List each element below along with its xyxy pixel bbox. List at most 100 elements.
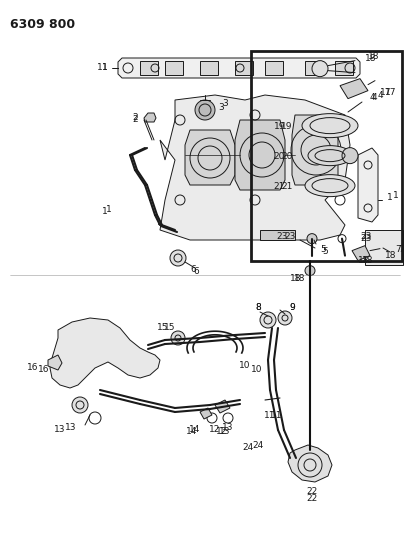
Text: 17: 17 <box>385 88 397 97</box>
Bar <box>260 230 295 240</box>
Text: 13: 13 <box>219 427 231 437</box>
Text: 4: 4 <box>372 93 378 102</box>
Ellipse shape <box>302 114 358 138</box>
Text: 18: 18 <box>368 52 379 61</box>
Text: 5: 5 <box>320 246 326 254</box>
Text: 2: 2 <box>132 114 138 123</box>
Bar <box>365 230 403 265</box>
Polygon shape <box>50 318 160 388</box>
Polygon shape <box>118 58 360 78</box>
Text: 23: 23 <box>277 232 288 241</box>
Circle shape <box>312 61 328 77</box>
Bar <box>305 61 323 75</box>
Text: 13: 13 <box>65 424 77 432</box>
Polygon shape <box>185 130 235 185</box>
Text: 1: 1 <box>106 206 112 214</box>
Text: 10: 10 <box>239 360 250 369</box>
Text: 4: 4 <box>378 92 384 101</box>
Text: 24: 24 <box>243 443 254 453</box>
Polygon shape <box>340 79 368 99</box>
Text: 21: 21 <box>274 182 285 191</box>
Circle shape <box>260 312 276 328</box>
Polygon shape <box>352 246 370 261</box>
Polygon shape <box>48 355 62 370</box>
Text: 11: 11 <box>271 410 283 419</box>
Text: 5: 5 <box>322 247 328 256</box>
Text: 18: 18 <box>358 256 370 265</box>
Text: 6: 6 <box>193 268 199 277</box>
Text: 3: 3 <box>222 100 228 109</box>
Text: 15: 15 <box>157 324 168 333</box>
Text: 18: 18 <box>362 256 373 265</box>
Circle shape <box>307 233 317 244</box>
Text: 13: 13 <box>54 425 66 434</box>
Text: 1: 1 <box>393 190 399 199</box>
Text: 1: 1 <box>102 63 108 72</box>
Text: 22: 22 <box>306 488 317 497</box>
Text: 2: 2 <box>132 116 138 125</box>
Polygon shape <box>235 120 285 190</box>
Bar <box>235 61 253 75</box>
Circle shape <box>278 311 292 325</box>
Text: 6: 6 <box>190 265 196 274</box>
Ellipse shape <box>305 175 355 197</box>
Text: 16: 16 <box>38 366 49 375</box>
Text: 16: 16 <box>27 364 38 373</box>
Circle shape <box>171 331 185 345</box>
Bar <box>165 61 183 75</box>
Text: 14: 14 <box>186 427 198 437</box>
Polygon shape <box>200 408 212 419</box>
Text: 20: 20 <box>281 152 293 161</box>
Bar <box>140 61 158 75</box>
Text: 18: 18 <box>365 54 377 63</box>
Text: 3: 3 <box>218 102 224 111</box>
Text: 8: 8 <box>255 303 261 312</box>
Text: 12: 12 <box>209 425 221 434</box>
Polygon shape <box>215 400 230 413</box>
Text: 1: 1 <box>102 207 108 216</box>
Text: 7: 7 <box>395 246 401 254</box>
Text: 7: 7 <box>398 246 404 254</box>
Text: 12: 12 <box>216 427 228 437</box>
Text: 19: 19 <box>281 122 293 131</box>
Text: 8: 8 <box>255 303 261 312</box>
Text: 1: 1 <box>387 193 393 203</box>
Bar <box>335 61 353 75</box>
Text: 13: 13 <box>222 424 234 432</box>
Text: 23: 23 <box>360 234 371 243</box>
Bar <box>265 61 283 75</box>
Bar <box>200 61 218 75</box>
Polygon shape <box>144 113 156 122</box>
Text: 22: 22 <box>306 494 317 503</box>
Text: 10: 10 <box>251 366 263 375</box>
Text: 1: 1 <box>97 63 103 72</box>
Text: 15: 15 <box>164 324 176 333</box>
Text: 18: 18 <box>385 251 397 260</box>
Polygon shape <box>358 148 378 222</box>
Polygon shape <box>288 445 332 482</box>
Text: 9: 9 <box>289 303 295 311</box>
Text: 18: 18 <box>294 274 306 283</box>
Text: 20: 20 <box>274 152 285 161</box>
Bar <box>251 51 402 261</box>
Ellipse shape <box>308 146 352 166</box>
Text: 21: 21 <box>281 182 293 191</box>
Circle shape <box>195 100 215 120</box>
Circle shape <box>342 148 358 164</box>
Polygon shape <box>160 95 350 240</box>
Text: 23: 23 <box>360 232 371 241</box>
Circle shape <box>305 265 315 276</box>
Text: 14: 14 <box>189 425 201 434</box>
Text: 24: 24 <box>253 440 264 449</box>
Circle shape <box>72 397 88 413</box>
Text: 18: 18 <box>290 274 302 283</box>
Text: 6309 800: 6309 800 <box>10 18 75 31</box>
Text: 23: 23 <box>284 232 296 241</box>
Text: 17: 17 <box>380 88 392 97</box>
Circle shape <box>170 250 186 266</box>
Text: 19: 19 <box>273 122 285 131</box>
Polygon shape <box>292 115 338 185</box>
Text: 4: 4 <box>370 93 376 102</box>
Text: 1: 1 <box>102 63 108 72</box>
Text: 11: 11 <box>264 410 276 419</box>
